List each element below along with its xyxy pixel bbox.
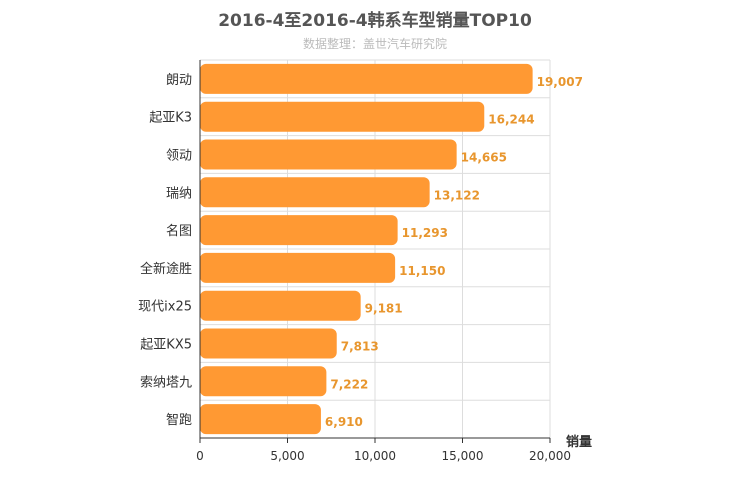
- bar[interactable]: [200, 139, 457, 170]
- bar[interactable]: [200, 215, 398, 246]
- value-label: 11,293: [402, 226, 448, 240]
- bar[interactable]: [200, 328, 337, 359]
- category-label: 领动: [166, 149, 192, 164]
- value-label: 7,222: [330, 377, 368, 391]
- x-tick-label: 10,000: [354, 449, 396, 463]
- chart-title: 2016-4至2016-4韩系车型销量TOP10: [218, 11, 532, 31]
- category-label: 瑞纳: [166, 186, 192, 201]
- value-label: 9,181: [365, 302, 403, 316]
- bar[interactable]: [200, 366, 327, 397]
- value-label: 11,150: [399, 264, 445, 278]
- bar[interactable]: [200, 177, 430, 208]
- value-label: 13,122: [434, 188, 480, 202]
- bar[interactable]: [200, 290, 361, 321]
- chart-subtitle: 数据整理：盖世汽车研究院: [302, 37, 447, 51]
- x-tick-label: 0: [196, 449, 204, 463]
- category-label: 名图: [166, 223, 192, 239]
- bar[interactable]: [200, 101, 485, 132]
- category-label: 朗动: [166, 73, 192, 88]
- value-label: 16,244: [488, 113, 534, 127]
- value-label: 19,007: [537, 75, 583, 89]
- bar[interactable]: [200, 404, 321, 435]
- value-label: 7,813: [341, 340, 379, 354]
- category-label: 智跑: [166, 413, 192, 428]
- x-tick-label: 20,000: [529, 449, 571, 463]
- value-label: 6,910: [325, 415, 363, 429]
- category-label: 索纳塔九: [140, 375, 192, 390]
- category-label: 起亚K3: [149, 111, 192, 126]
- x-tick-label: 15,000: [442, 449, 484, 463]
- x-axis-title: 销量: [566, 434, 592, 450]
- category-label: 全新途胜: [140, 261, 192, 277]
- category-label: 现代ix25: [138, 300, 192, 315]
- bar[interactable]: [200, 252, 396, 283]
- x-tick-label: 5,000: [270, 449, 304, 463]
- category-label: 起亚KX5: [140, 338, 192, 353]
- bar[interactable]: [200, 63, 533, 94]
- value-label: 14,665: [461, 151, 507, 165]
